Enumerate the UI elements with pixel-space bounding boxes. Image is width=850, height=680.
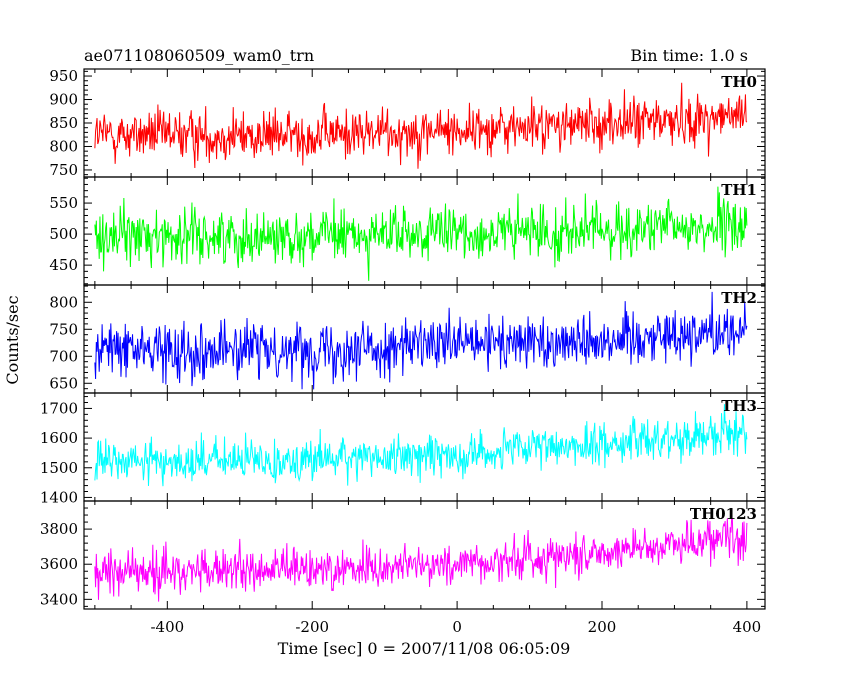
panel-label-th0123: TH0123: [690, 505, 757, 523]
panel-th0123: 3400 3600 3800 TH0123: [40, 500, 766, 610]
y-tick-label: 500: [49, 225, 78, 243]
series-th1: [94, 186, 748, 281]
y-tick-label: 800: [49, 293, 78, 311]
y-tick-label: 800: [49, 137, 78, 155]
y-tick-label: 1700: [40, 399, 78, 417]
series-th3: [94, 404, 748, 487]
y-tick-label: 850: [49, 114, 78, 132]
y-axis-title: Counts/sec: [3, 295, 22, 384]
panel-label-th3: TH3: [721, 397, 757, 415]
y-tick-label: 750: [49, 320, 78, 338]
panel-th3: 1400 1500 1600 1700 TH3: [40, 392, 766, 506]
y-tick-label: 950: [49, 67, 78, 85]
y-tick-label: 650: [49, 374, 78, 392]
y-tick-label: 1500: [40, 459, 78, 477]
x-tick-label: 0: [452, 618, 462, 636]
panel-th2: 650 700 750 800 TH2: [49, 284, 766, 394]
series-th0: [94, 82, 748, 169]
panels-group: 750 800 850 900 950 TH0 450 500 550 TH1 650 700 750 8…: [40, 67, 766, 636]
chart-title: ae071108060509_wam0_trn: [84, 46, 314, 65]
bin-time-label: Bin time: 1.0 s: [630, 46, 748, 65]
panel-label-th1: TH1: [721, 181, 757, 199]
x-axis-title: Time [sec] 0 = 2007/11/08 06:05:09: [278, 639, 571, 658]
y-tick-label: 900: [49, 91, 78, 109]
series-th0123: [94, 516, 748, 602]
x-tick-label: -400: [150, 618, 184, 636]
x-tick-label: 400: [733, 618, 762, 636]
y-tick-label: 3400: [40, 590, 78, 608]
y-tick-label: 1600: [40, 429, 78, 447]
y-tick-label: 3600: [40, 555, 78, 573]
panel-th0: 750 800 850 900 950 TH0: [49, 67, 766, 179]
series-th2: [94, 291, 748, 390]
y-tick-label: 750: [49, 161, 78, 179]
x-tick-label: 200: [588, 618, 617, 636]
y-tick-label: 450: [49, 256, 78, 274]
y-tick-label: 550: [49, 194, 78, 212]
y-tick-label: 700: [49, 347, 78, 365]
y-tick-label: 1400: [40, 488, 78, 506]
panel-th1: 450 500 550 TH1: [49, 176, 766, 286]
panel-label-th0: TH0: [721, 73, 757, 91]
panel-label-th2: TH2: [721, 289, 757, 307]
panel-frame: [83, 500, 766, 610]
x-tick-label: -200: [295, 618, 329, 636]
y-tick-label: 3800: [40, 520, 78, 538]
